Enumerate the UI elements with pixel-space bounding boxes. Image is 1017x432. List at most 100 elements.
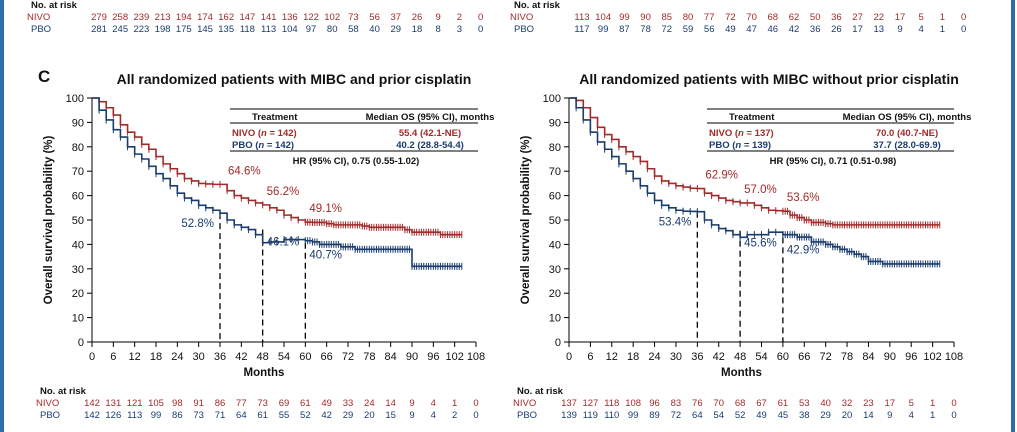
top-1-risk-nivo-value: 56 xyxy=(369,12,380,23)
y-tick-label: 90 xyxy=(72,117,84,129)
top-2-risk-pbo-label: PBO xyxy=(514,24,534,35)
panel-2-risk-nivo-value: 17 xyxy=(885,398,896,409)
top-1-risk-pbo-value: 0 xyxy=(478,24,483,35)
x-tick-label: 42 xyxy=(713,351,725,363)
top-2-risk-pbo-value: 0 xyxy=(961,24,966,35)
y-tick-label: 40 xyxy=(72,239,84,251)
panel-1-risk-nivo-value: 98 xyxy=(172,398,183,409)
panel-2-risk-pbo-value: 20 xyxy=(842,410,853,421)
table-row-os: 70.0 (40.7-NE) xyxy=(876,128,938,139)
y-tick-label: 70 xyxy=(549,166,561,178)
top-2-risk-pbo-value: 36 xyxy=(810,24,821,35)
x-tick-label: 96 xyxy=(905,351,917,363)
x-tick-label: 36 xyxy=(214,351,226,363)
panel-1-risk-pbo-value: 0 xyxy=(473,410,478,421)
top-2-risk-nivo-value: 0 xyxy=(961,12,966,23)
top-2-risk-pbo-value: 46 xyxy=(768,24,779,35)
x-tick-label: 54 xyxy=(278,351,290,363)
top-1-risk-pbo-label: PBO xyxy=(31,24,51,35)
panel-2-risk-pbo-label: PBO xyxy=(517,410,537,421)
panel-1-risk-pbo-value: 73 xyxy=(193,410,204,421)
top-2-risk-nivo-value: 5 xyxy=(919,12,924,23)
top-2-risk-pbo-value: 59 xyxy=(683,24,694,35)
x-tick-label: 60 xyxy=(299,351,311,363)
top-2-risk-header: No. at risk xyxy=(514,0,561,11)
km-curve-pbo xyxy=(569,97,940,265)
top-2-risk-nivo-value: 70 xyxy=(746,12,757,23)
top-2-risk-pbo-value: 47 xyxy=(746,24,757,35)
table-row-arm: PBO (n = 142) xyxy=(232,140,294,151)
panel-1-risk-pbo-value: 15 xyxy=(385,410,396,421)
y-tick-label: 60 xyxy=(72,191,84,203)
panel-label: C xyxy=(38,67,50,86)
panel-2-risk-pbo-value: 29 xyxy=(820,410,831,421)
top-1-risk-nivo-value: 122 xyxy=(303,12,319,23)
y-tick-label: 20 xyxy=(72,288,84,300)
x-tick-label: 42 xyxy=(235,351,247,363)
panel-1-risk-nivo-value: 69 xyxy=(279,398,290,409)
panel-1-risk-pbo-value: 113 xyxy=(127,410,142,421)
panel-2-risk-pbo-value: 139 xyxy=(561,410,577,421)
top-2-risk-nivo-value: 99 xyxy=(619,12,630,23)
top-2-risk-nivo-value: 85 xyxy=(662,12,673,23)
figure-frame-left xyxy=(0,0,4,432)
top-1-risk-nivo-value: 73 xyxy=(348,12,359,23)
x-tick-label: 48 xyxy=(257,351,269,363)
y-tick-label: 10 xyxy=(72,313,84,325)
top-2-risk-nivo-value: 90 xyxy=(640,12,651,23)
panel-1-risk-nivo-label: NIVO xyxy=(36,398,59,409)
panel-1-risk-nivo-value: 61 xyxy=(300,398,311,409)
top-2-risk-nivo-value: 50 xyxy=(810,12,821,23)
y-tick-label: 50 xyxy=(72,215,84,227)
top-1-risk-nivo-value: 174 xyxy=(197,12,213,23)
top-1-risk-pbo-value: 3 xyxy=(457,24,462,35)
top-2-risk-pbo-value: 1 xyxy=(940,24,945,35)
top-2-risk-nivo-value: 113 xyxy=(574,12,589,23)
top-1-risk-pbo-value: 223 xyxy=(133,24,149,35)
panel-2-risk-nivo-value: 83 xyxy=(671,398,682,409)
top-2-risk-pbo-value: 99 xyxy=(598,24,609,35)
figure-frame-right xyxy=(1011,0,1015,432)
x-tick-label: 84 xyxy=(385,351,397,363)
x-tick-label: 6 xyxy=(587,351,593,363)
panel-2-risk-pbo-value: 52 xyxy=(735,410,746,421)
table-row-os: 40.2 (28.8-54.4) xyxy=(396,140,464,151)
top-2-risk-nivo-label: NIVO xyxy=(510,12,533,23)
annotation-pbo: 40.7% xyxy=(309,250,342,262)
table-row-arm: NIVO (n = 137) xyxy=(709,128,774,139)
panel-2-risk-nivo-value: 76 xyxy=(692,398,703,409)
top-2-risk-pbo-value: 56 xyxy=(704,24,715,35)
panel-1-risk-nivo-value: 91 xyxy=(193,398,204,409)
top-1-risk-pbo-value: 80 xyxy=(327,24,338,35)
annotation-pbo: 42.9% xyxy=(787,244,820,256)
y-tick-label: 100 xyxy=(66,93,84,105)
top-2-risk-pbo-value: 13 xyxy=(874,24,885,35)
panel-1-risk-nivo-value: 131 xyxy=(105,398,121,409)
panel-2-risk-pbo-value: 119 xyxy=(583,410,598,421)
panel-2-risk-header: No. at risk xyxy=(517,386,564,397)
y-tick-label: 100 xyxy=(543,93,561,105)
top-1-risk-pbo-value: 113 xyxy=(261,24,276,35)
top-1-risk-nivo-value: 26 xyxy=(412,12,423,23)
annotation-nivo: 64.6% xyxy=(228,165,261,177)
panel-2-risk-pbo-value: 89 xyxy=(649,410,660,421)
panel-1-risk-nivo-value: 14 xyxy=(385,398,396,409)
panel-1-risk-nivo-value: 142 xyxy=(84,398,100,409)
x-tick-label: 6 xyxy=(110,351,116,363)
x-tick-label: 60 xyxy=(777,351,789,363)
top-1-risk-nivo-value: 279 xyxy=(91,12,107,23)
panel-1-risk-pbo-value: 64 xyxy=(236,410,247,421)
chart-title: All randomized patients with MIBC withou… xyxy=(579,71,959,87)
panel-1-risk-nivo-value: 9 xyxy=(409,398,414,409)
panel-1-risk-nivo-value: 121 xyxy=(127,398,143,409)
top-1-risk-pbo-value: 281 xyxy=(91,24,107,35)
table-header-median: Median OS (95% CI), months xyxy=(366,112,495,123)
top-1-risk-pbo-value: 245 xyxy=(112,24,128,35)
panel-2-risk-nivo-value: 23 xyxy=(863,398,874,409)
x-tick-label: 18 xyxy=(150,351,162,363)
top-2-risk-nivo-value: 27 xyxy=(852,12,863,23)
km-panel-2: All randomized patients with MIBC withou… xyxy=(520,71,971,379)
top-2-risk-nivo-value: 72 xyxy=(725,12,736,23)
x-tick-label: 36 xyxy=(691,351,703,363)
